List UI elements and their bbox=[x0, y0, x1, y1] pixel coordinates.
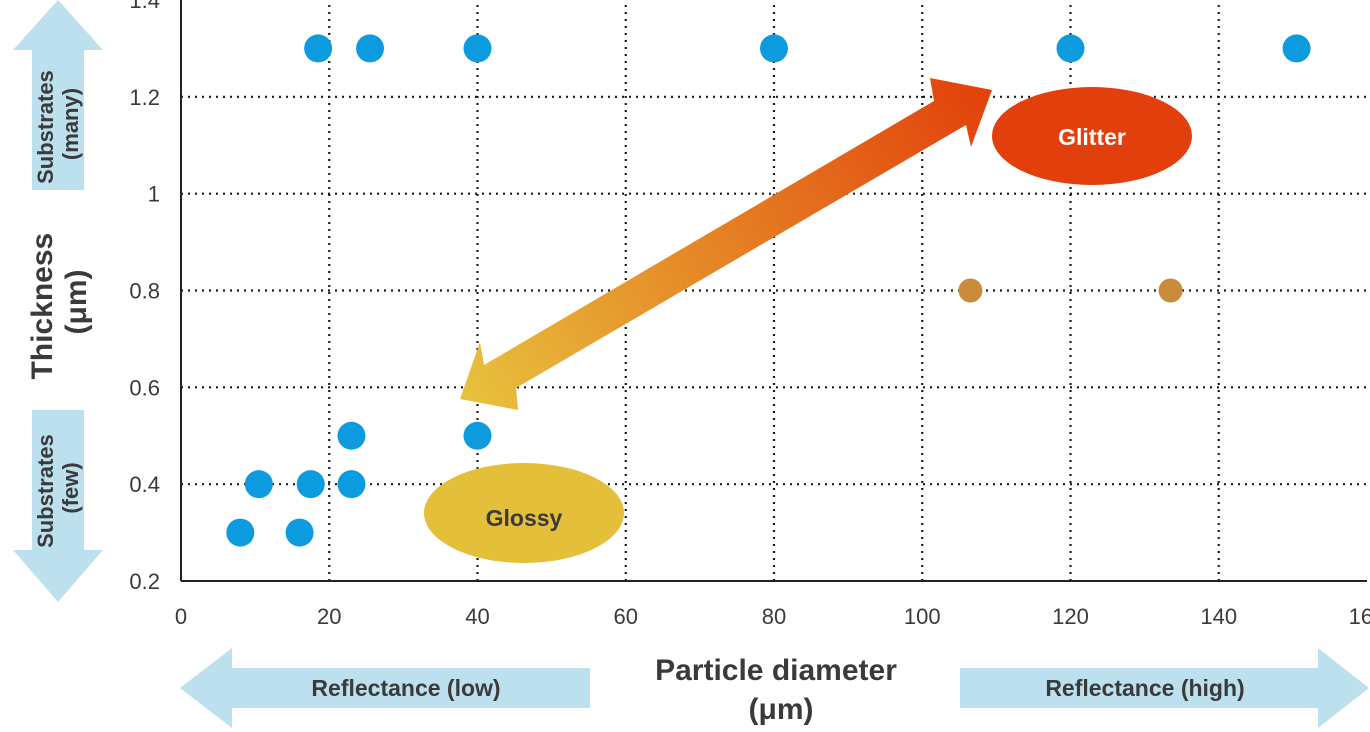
y-tick-label: 0.8 bbox=[129, 279, 160, 304]
y-tick-label: 1 bbox=[148, 182, 160, 207]
x-tick-label: 40 bbox=[465, 604, 489, 629]
x-tick-label: 120 bbox=[1052, 604, 1089, 629]
substrates-few-label-1: Substrates bbox=[33, 434, 58, 548]
svg-text:Substrates (many): Substrates (many) bbox=[33, 64, 83, 184]
glossy-zone: Glossy bbox=[424, 463, 624, 563]
data-point bbox=[958, 278, 983, 303]
x-tick-label: 80 bbox=[762, 604, 786, 629]
substrates-many-label-1: Substrates bbox=[33, 70, 58, 184]
substrates-many-label-2: (many) bbox=[58, 88, 83, 160]
data-point bbox=[226, 518, 255, 547]
substrates-few-label-2: (few) bbox=[58, 462, 83, 513]
x-axis-title: Particle diameter bbox=[655, 654, 897, 687]
data-point bbox=[337, 421, 366, 450]
x-tick-label: 0 bbox=[175, 604, 187, 629]
reflectance-high-arrow: Reflectance (high) bbox=[960, 648, 1369, 728]
reflectance-low-arrow: Reflectance (low) bbox=[180, 648, 590, 728]
plot-area-frame bbox=[180, 0, 1367, 582]
data-point bbox=[463, 421, 492, 450]
y-axis-unit: (μm) bbox=[60, 269, 93, 334]
glitter-zone: Glitter bbox=[992, 87, 1192, 185]
y-tick-label: 0.4 bbox=[129, 472, 160, 497]
data-point bbox=[244, 470, 273, 499]
data-point bbox=[304, 34, 333, 63]
x-tick-label: 140 bbox=[1200, 604, 1237, 629]
data-point bbox=[337, 470, 366, 499]
data-point bbox=[356, 34, 385, 63]
data-point bbox=[1282, 34, 1311, 63]
reflectance-low-label: Reflectance (low) bbox=[311, 675, 500, 701]
glossy-label: Glossy bbox=[486, 505, 563, 531]
y-tick-label: 1.2 bbox=[129, 85, 160, 110]
x-tick-label: 160 bbox=[1349, 604, 1370, 629]
svg-text:Thickness (μm): Thickness (μm) bbox=[26, 224, 93, 379]
y-axis-title: Thickness bbox=[26, 233, 59, 380]
y-tick-label: 1.4 bbox=[129, 0, 160, 13]
substrates-many-arrow: Substrates (many) bbox=[13, 0, 103, 190]
data-points bbox=[226, 34, 1311, 547]
glitter-label: Glitter bbox=[1058, 124, 1126, 150]
x-tick-labels: 0 20 40 60 80 100 120 140 160 bbox=[175, 604, 1370, 629]
y-tick-label: 0.2 bbox=[129, 569, 160, 594]
y-tick-label: 0.6 bbox=[129, 375, 160, 400]
data-point bbox=[463, 34, 492, 63]
substrates-few-arrow: Substrates (few) bbox=[13, 410, 103, 602]
y-tick-labels: 0.2 0.4 0.6 0.8 1 1.2 1.4 bbox=[129, 0, 160, 594]
glossy-glitter-double-arrow bbox=[460, 78, 992, 410]
svg-text:Substrates (few): Substrates (few) bbox=[33, 428, 83, 548]
x-tick-label: 100 bbox=[904, 604, 941, 629]
x-axis-unit: (μm) bbox=[748, 693, 813, 726]
data-point bbox=[760, 34, 788, 63]
data-point bbox=[296, 470, 325, 499]
x-tick-label: 20 bbox=[317, 604, 341, 629]
data-point bbox=[285, 518, 314, 547]
data-point bbox=[1158, 278, 1183, 303]
reflectance-high-label: Reflectance (high) bbox=[1045, 675, 1244, 701]
x-tick-label: 60 bbox=[614, 604, 638, 629]
data-point bbox=[1056, 34, 1085, 63]
